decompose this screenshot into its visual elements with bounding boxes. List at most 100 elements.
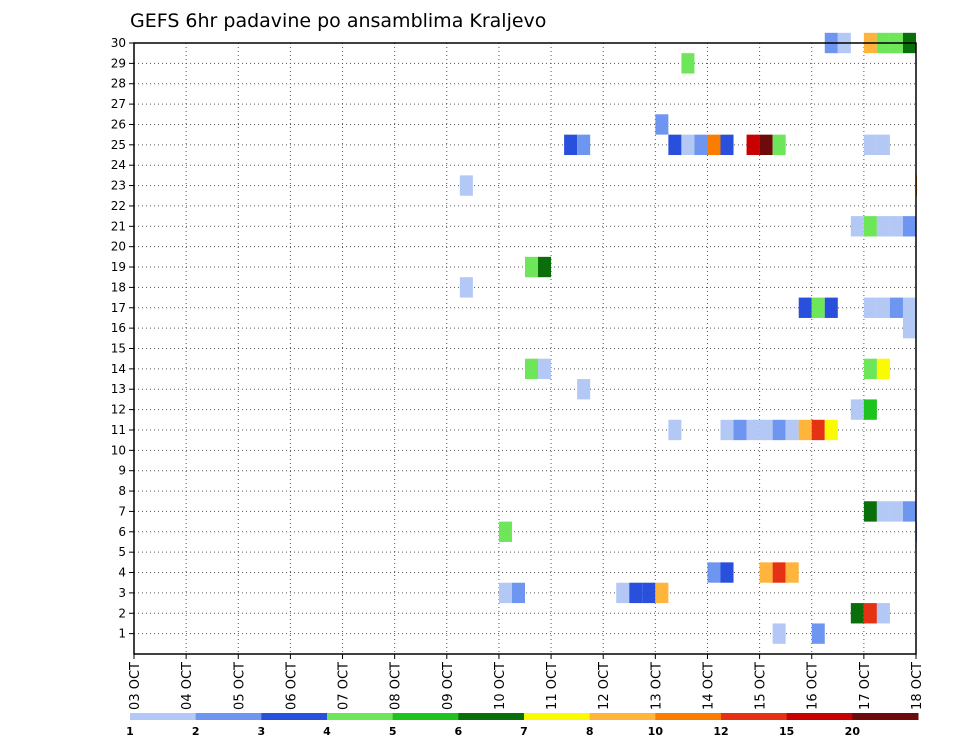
heatmap-cell: [498, 521, 512, 542]
y-tick-label: 16: [111, 321, 126, 335]
colorbar-swatch: [130, 713, 197, 720]
colorbar-label: 2: [192, 725, 200, 738]
y-tick-label: 6: [118, 525, 126, 539]
x-tick-label: 13 OCT: [649, 662, 664, 710]
colorbar-label: 4: [323, 725, 331, 738]
heatmap-cell: [772, 562, 786, 583]
y-tick-label: 15: [111, 342, 126, 356]
heatmap-cell: [876, 501, 890, 522]
y-tick-label: 3: [118, 586, 126, 600]
colorbar-label: 20: [845, 725, 861, 738]
colorbar-label: 15: [779, 725, 794, 738]
heatmap-cell: [902, 216, 916, 237]
colorbar-swatch: [392, 713, 459, 720]
y-tick-label: 27: [111, 97, 126, 111]
heatmap-cell: [798, 419, 812, 441]
heatmap-cell: [785, 419, 799, 441]
colorbar-label: 5: [389, 725, 397, 738]
heatmap-cell: [525, 256, 539, 278]
y-tick-label: 10: [111, 443, 126, 457]
heatmap-cell: [824, 419, 838, 441]
heatmap-cell: [772, 419, 786, 441]
x-tick-label: 14 OCT: [701, 662, 716, 710]
y-tick-label: 24: [111, 158, 126, 172]
y-tick-label: 25: [111, 138, 126, 152]
heatmap-cell: [538, 358, 552, 380]
y-tick-label: 18: [111, 280, 126, 294]
heatmap-cell: [889, 297, 903, 318]
heatmap-cell: [707, 134, 721, 156]
y-tick-label: 7: [118, 504, 126, 518]
y-tick-label: 20: [111, 240, 126, 254]
heatmap-cell: [538, 256, 552, 278]
x-tick-label: 04 OCT: [180, 662, 195, 710]
heatmap-cell: [733, 419, 747, 441]
y-tick-label: 19: [111, 260, 126, 274]
y-tick-label: 29: [111, 56, 126, 70]
x-tick-label: 05 OCT: [232, 662, 247, 710]
heatmap-cells: [459, 32, 917, 644]
heatmap-cell: [564, 134, 578, 156]
heatmap-cell: [876, 297, 890, 318]
heatmap-cell: [668, 134, 682, 156]
heatmap-cell: [498, 582, 512, 604]
heatmap-cell: [668, 419, 682, 441]
heatmap-cell: [863, 134, 877, 156]
y-tick-label: 28: [111, 77, 126, 91]
colorbar-label: 7: [520, 725, 528, 738]
heatmap-cell: [655, 582, 669, 604]
y-tick-label: 4: [118, 566, 126, 580]
heatmap-cell: [850, 216, 864, 237]
x-tick-label: 03 OCT: [128, 662, 143, 710]
heatmap-cell: [863, 297, 877, 318]
x-axis-ticks: 03 OCT 04 OCT 05 OCT 06 OCT 07 OCT 08 OCT 09 O…: [128, 654, 925, 710]
heatmap-cell: [746, 419, 760, 441]
heatmap-cell: [902, 317, 916, 339]
colorbar-swatch: [458, 713, 525, 720]
colorbar-legend: 1 2 3 4 5 6 7 8 10 12 15 20: [126, 713, 919, 738]
colorbar-swatch: [721, 713, 788, 720]
heatmap-cell: [889, 216, 903, 237]
heatmap-cell: [681, 53, 695, 74]
heatmap-cell: [850, 603, 864, 624]
x-tick-label: 16 OCT: [806, 662, 821, 710]
colorbar-label: 6: [455, 725, 463, 738]
y-tick-label: 12: [111, 403, 126, 417]
heatmap-cell: [811, 297, 825, 318]
heatmap-cell: [577, 134, 591, 156]
heatmap-cell: [863, 399, 877, 420]
heatmap-cell: [902, 501, 916, 522]
heatmap-cell: [655, 114, 669, 135]
y-tick-label: 21: [111, 219, 126, 233]
y-tick-label: 8: [118, 484, 126, 498]
heatmap-cell: [459, 277, 473, 298]
y-tick-label: 23: [111, 179, 126, 193]
colorbar-swatch: [589, 713, 656, 720]
x-tick-label: 08 OCT: [389, 662, 404, 710]
heatmap-cell: [772, 623, 786, 644]
heatmap-cell: [876, 134, 890, 156]
heatmap-cell: [759, 562, 773, 583]
heatmap-cell: [459, 175, 473, 196]
heatmap-cell: [876, 216, 890, 237]
heatmap-cell: [850, 399, 864, 420]
chart-title: GEFS 6hr padavine po ansamblima Kraljevo: [130, 10, 546, 32]
heatmap-cell: [720, 419, 734, 441]
heatmap-cell: [863, 216, 877, 237]
colorbar-label: 1: [126, 725, 134, 738]
heatmap-cell: [694, 134, 708, 156]
heatmap-cell: [876, 358, 890, 380]
y-tick-label: 2: [118, 606, 126, 620]
y-tick-label: 30: [111, 36, 126, 50]
y-tick-label: 17: [111, 301, 126, 315]
colorbar-label: 8: [586, 725, 594, 738]
heatmap-cell: [511, 582, 525, 604]
y-tick-label: 11: [111, 423, 126, 437]
heatmap-cell: [863, 501, 877, 522]
y-tick-label: 1: [118, 627, 126, 641]
x-tick-label: 12 OCT: [597, 662, 612, 710]
x-tick-label: 18 OCT: [910, 662, 925, 710]
x-tick-label: 09 OCT: [441, 662, 456, 710]
heatmap-cell: [798, 297, 812, 318]
